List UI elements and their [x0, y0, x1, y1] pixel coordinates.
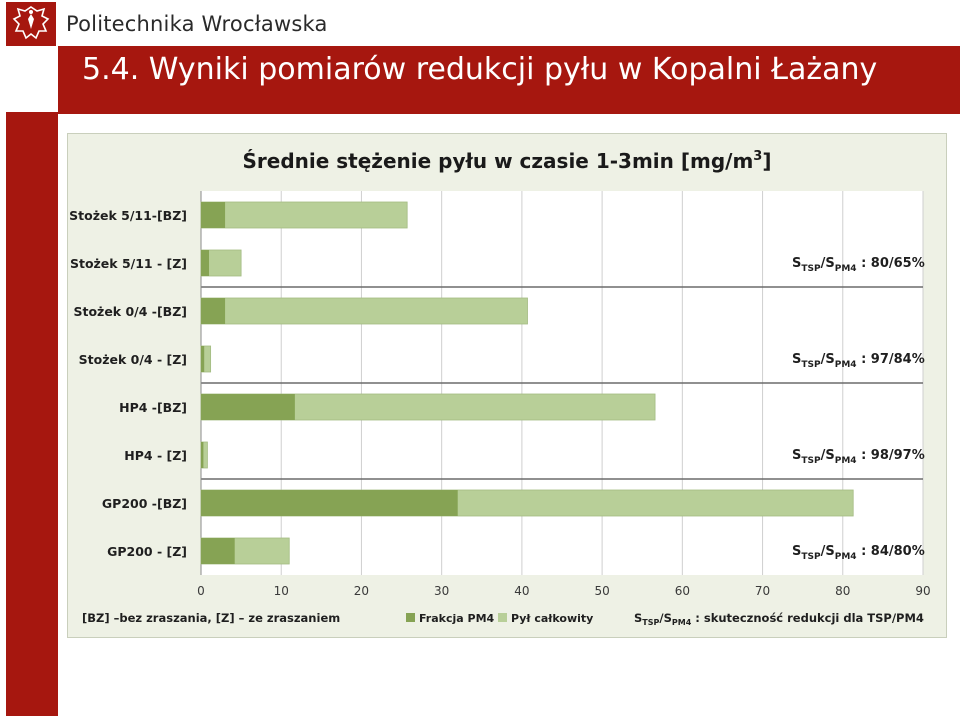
bar-frakcja-pm4 — [201, 298, 226, 324]
chart-title: Średnie stężenie pyłu w czasie 1-3min [m… — [243, 149, 772, 173]
bar-pyl-calkowity — [200, 297, 528, 325]
x-tick-label: 70 — [755, 584, 770, 598]
x-tick-label: 0 — [197, 584, 205, 598]
category-label: Stożek 0/4 - [Z] — [79, 352, 187, 367]
legend-label: Pył całkowity — [511, 612, 593, 625]
x-tick-label: 80 — [835, 584, 850, 598]
x-tick-label: 90 — [915, 584, 930, 598]
reduction-annotation: STSP/SPM4 : 98/97% — [792, 448, 925, 466]
category-label: Stożek 0/4 -[BZ] — [73, 304, 187, 319]
category-label: Stożek 5/11 - [Z] — [70, 256, 187, 271]
footnote-reduction-definition: STSP/SPM4 : skuteczność redukcji dla TSP… — [634, 611, 924, 627]
legend-swatch — [406, 613, 415, 622]
bar-frakcja-pm4 — [201, 202, 226, 228]
header-bar — [58, 46, 960, 114]
reduction-annotation: STSP/SPM4 : 80/65% — [792, 256, 925, 274]
x-tick-label: 30 — [434, 584, 449, 598]
x-tick-label: 40 — [514, 584, 529, 598]
chart-title-superscript: 3 — [753, 149, 762, 164]
slide-title: 5.4. Wyniki pomiarów redukcji pyłu w Kop… — [82, 52, 878, 87]
category-label: HP4 - [Z] — [124, 448, 187, 463]
bar-frakcja-pm4 — [201, 442, 204, 468]
category-label: GP200 - [Z] — [107, 544, 187, 559]
bar-frakcja-pm4 — [201, 538, 235, 564]
category-label: GP200 -[BZ] — [102, 496, 187, 511]
x-tick-label: 60 — [675, 584, 690, 598]
left-brand-band — [6, 112, 58, 716]
x-tick-label: 20 — [354, 584, 369, 598]
bar-frakcja-pm4 — [201, 394, 295, 420]
category-label: HP4 -[BZ] — [119, 400, 187, 415]
bar-frakcja-pm4 — [201, 250, 210, 276]
university-logo — [6, 2, 56, 46]
legend-swatch — [498, 613, 507, 622]
reduction-annotation: STSP/SPM4 : 97/84% — [792, 352, 925, 370]
x-tick-label: 10 — [274, 584, 289, 598]
reduction-annotation: STSP/SPM4 : 84/80% — [792, 544, 925, 562]
footnote-legend-abbrev: [BZ] –bez zraszania, [Z] – ze zraszaniem — [82, 611, 340, 625]
dust-concentration-chart: 0 10 20 30 40 50 60 70 80 90 Stożek 5/11-[BZ] Stoże… — [69, 149, 931, 627]
university-name: Politechnika Wrocławska — [66, 12, 328, 36]
chart-panel: 0 10 20 30 40 50 60 70 80 90 Stożek 5/11-[BZ] Stoże… — [67, 133, 947, 638]
x-tick-label: 50 — [594, 584, 609, 598]
legend-label: Frakcja PM4 — [419, 612, 495, 625]
category-label: Stożek 5/11-[BZ] — [69, 208, 187, 223]
bar-pyl-calkowity — [200, 201, 408, 229]
bar-frakcja-pm4 — [201, 346, 205, 372]
bar-frakcja-pm4 — [201, 490, 458, 516]
